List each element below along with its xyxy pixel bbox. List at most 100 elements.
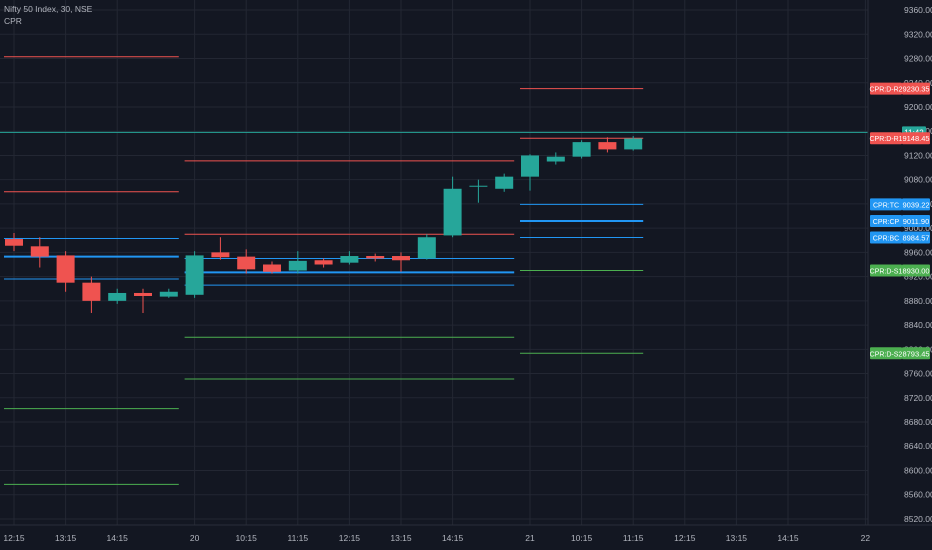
candle-body [263,264,281,272]
candle [56,251,75,292]
grid [0,0,868,525]
candle-body [134,292,152,297]
cpr-name: CPR:TC [873,202,899,209]
x-tick-label: 13:15 [390,533,412,543]
y-tick-label: 8760.00 [904,369,932,379]
candle [469,179,488,203]
candle [159,288,178,298]
candle [108,288,127,304]
x-tick-label: 14:15 [107,533,129,543]
x-tick-label: 12:15 [339,533,361,543]
y-tick-label: 8920.00 [904,272,932,282]
candle [211,237,230,260]
x-tick-label: 12:15 [674,533,696,543]
candle [134,288,152,313]
x-tick-label: 21 [525,533,535,543]
cpr-price: 8984.57 [902,233,929,242]
cpr-price: 9039.22 [902,200,929,209]
y-tick-label: 8840.00 [904,320,932,330]
candle-body [366,256,385,259]
y-tick-label: 8600.00 [904,465,932,475]
candle-body [521,155,539,177]
x-tick-label: 10:15 [571,533,593,543]
x-tick-label: 20 [190,533,200,543]
cpr-price-labels: CPR:D-R2 9230.35 CPR:D-R1 9148.45 CPR:TC 9039… [869,82,930,360]
y-tick-label: 9080.00 [904,175,932,185]
candle [572,140,591,159]
cpr-name-badge [870,82,902,95]
y-tick-label: 9200.00 [904,102,932,112]
cpr-price: 8930.00 [902,267,929,276]
cpr-name: CPR:D-S2 [870,351,903,358]
x-tick-label: 14:15 [777,533,799,543]
cpr-price-label: CPR:D-R2 9230.35 [869,82,930,95]
candle-body [340,256,359,263]
time-axis [0,525,932,550]
x-tick-label: 13:15 [726,533,748,543]
x-tick-label: 11:15 [287,533,308,543]
candle-body [443,188,462,236]
candle [340,251,359,265]
candle-body [185,255,204,295]
candle-body [392,256,410,261]
cpr-price-label: CPR:D-R1 9148.45 [869,132,930,145]
candle [30,237,49,268]
candle [417,234,436,260]
cpr-name-badge [870,264,902,277]
candle [263,261,281,274]
cpr-price-label: CPR:BC 8984.57 [870,231,930,244]
candle [82,276,101,313]
candle-body [211,252,230,258]
y-tick-label: 8680.00 [904,417,932,427]
y-tick-label: 9280.00 [904,54,932,64]
cpr-price-label: CPR:CP 9011.90 [870,214,930,227]
candle-body [237,256,256,270]
y-tick-label: 8960.00 [904,247,932,257]
candle-body [108,292,127,301]
candle [366,253,385,262]
y-tick-label: 8880.00 [904,296,932,306]
cpr-name-badge [870,214,902,227]
candle-body [314,260,333,265]
y-tick-label: 9360.00 [904,5,932,15]
indicator-title[interactable]: CPR [4,16,22,26]
candle [495,173,514,192]
candle [624,136,643,151]
candle [392,252,410,272]
cpr-name-badge [870,347,902,360]
candle-body [82,282,101,301]
candle-body [624,138,643,150]
y-tick-label: 9000.00 [904,223,932,233]
candle-body [288,260,307,271]
cpr-levels [4,56,644,485]
candle-body [598,142,617,150]
cpr-price-label: CPR:TC 9039.22 [870,198,930,211]
cpr-price-badge [902,264,930,277]
cpr-price: 9011.90 [903,217,930,226]
symbol-title[interactable]: Nifty 50 Index, 30, NSE [4,4,93,14]
y-tick-label: 8520.00 [904,514,932,524]
cpr-name: CPR:CP [873,219,900,226]
candle-body [495,176,514,189]
cpr-name-badge [870,231,902,244]
y-tick-label: 9120.00 [904,150,932,160]
candles [5,136,643,313]
x-tick-label: 13:15 [55,533,77,543]
candle-body [546,156,565,162]
cpr-price-badge [902,82,930,95]
cpr-price: 9148.45 [902,134,929,143]
x-tick-label: 12:15 [3,533,25,543]
candle [598,137,617,153]
cpr-name: CPR:D-R1 [869,136,902,143]
candle-body [56,255,75,283]
chart-legend: Nifty 50 Index, 30, NSE CPR [4,3,92,27]
candle-body [30,246,49,257]
y-tick-label: 8640.00 [904,441,932,451]
cpr-price-badge [902,231,930,244]
cpr-price-badge [902,214,930,227]
candle [5,232,23,252]
x-tick-label: 10:15 [236,533,258,543]
x-tick-label: 22 [861,533,871,543]
